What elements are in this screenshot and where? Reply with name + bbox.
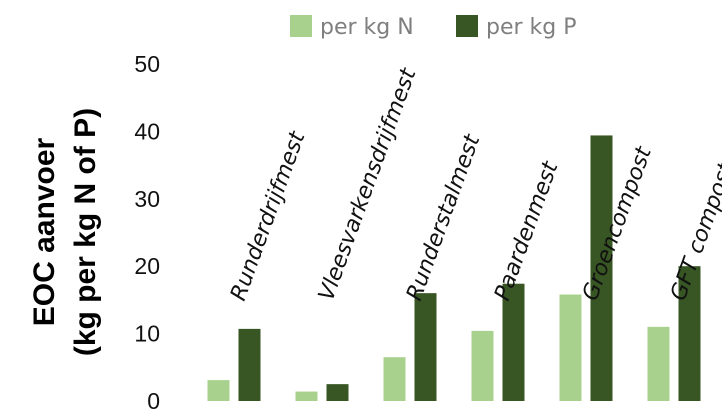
bar-per-kg-p <box>590 135 613 401</box>
y-axis-ticks: 0 10 20 30 40 50 <box>134 51 160 411</box>
category-label: Runderdrijfmest <box>226 127 311 304</box>
y-tick-label: 10 <box>134 321 160 347</box>
y-tick-label: 20 <box>134 253 160 279</box>
bar-per-kg-p <box>238 328 261 401</box>
bar-per-kg-n <box>471 330 494 401</box>
y-axis-title-line-1: EOC aanvoer <box>28 137 61 326</box>
bar-per-kg-n <box>647 326 670 401</box>
category-label: Paardenmest <box>490 157 564 304</box>
legend: per kg N per kg P <box>290 15 577 40</box>
category-label: Runderstalmest <box>402 130 486 304</box>
legend-swatch-per-kg-n <box>290 15 312 37</box>
category-label: Vleesvarkensdrijfmest <box>314 64 422 304</box>
bar-per-kg-n <box>383 357 406 401</box>
legend-swatch-per-kg-p <box>456 15 478 37</box>
bars <box>207 135 701 401</box>
category-label: Groencompost <box>578 142 657 304</box>
bar-per-kg-n <box>295 391 318 401</box>
y-tick-label: 50 <box>134 51 160 77</box>
y-tick-label: 40 <box>134 118 160 144</box>
y-tick-label: 0 <box>147 388 160 411</box>
bar-per-kg-p <box>678 266 701 401</box>
legend-label-per-kg-n: per kg N <box>320 15 414 40</box>
legend-label-per-kg-p: per kg P <box>486 15 577 40</box>
bar-per-kg-p <box>502 283 525 401</box>
category-labels: Runderdrijfmest VleesvarkensdrijfmestRund… <box>226 64 722 304</box>
bar-per-kg-p <box>414 293 437 401</box>
bar-per-kg-n <box>207 380 230 401</box>
bar-per-kg-p <box>326 384 349 401</box>
y-tick-label: 30 <box>134 186 160 212</box>
bar-per-kg-n <box>559 294 582 401</box>
y-axis-title-line-2: (kg per kg N of P) <box>69 108 102 356</box>
category-label: GFT compost <box>666 158 722 304</box>
